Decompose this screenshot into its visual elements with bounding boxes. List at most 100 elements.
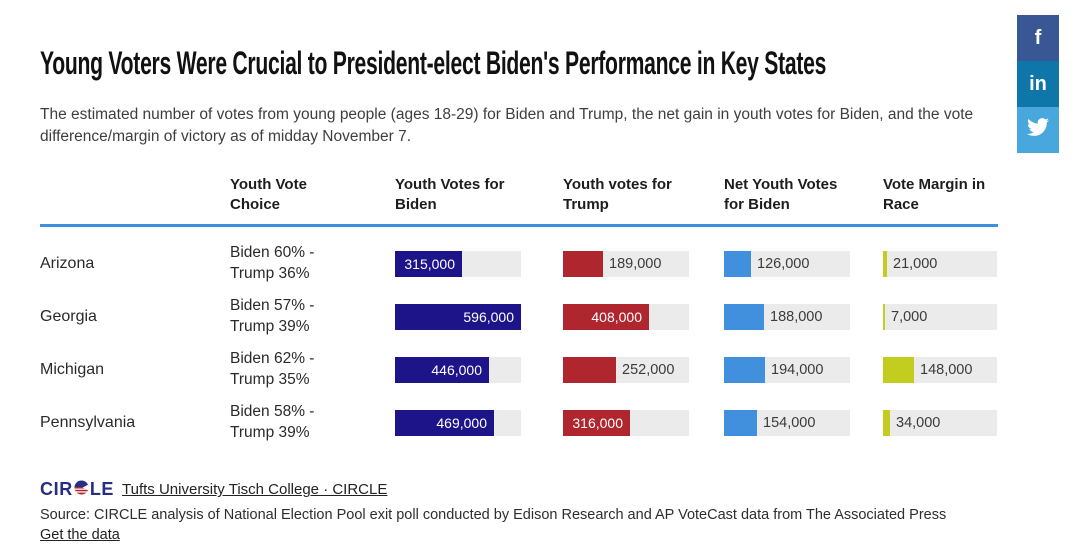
facebook-icon: f	[1034, 26, 1042, 49]
column-header-2: Youth Votes for Biden	[395, 175, 505, 213]
biden-bar	[395, 409, 494, 436]
table-header-row: Youth Vote Choice Youth Votes for Biden Yo…	[40, 175, 998, 228]
trump-value-label: 316,000	[572, 414, 623, 431]
net-value-label: 126,000	[757, 255, 810, 272]
facebook-share-button[interactable]: f	[1017, 15, 1059, 61]
net-bar	[724, 250, 751, 277]
margin-value-label: 148,000	[920, 361, 973, 378]
margin-bar	[883, 356, 914, 383]
margin-value-label: 21,000	[893, 255, 938, 272]
biden-bar-cell: 469,000	[395, 409, 563, 436]
net-bar-cell: 188,000	[724, 303, 883, 330]
linkedin-share-button[interactable]: in	[1017, 61, 1059, 107]
table-row: Michigan Biden 62% - Trump 35% 446,000 252,…	[40, 343, 998, 396]
state-label: Georgia	[40, 307, 97, 325]
biden-value-label: 469,000	[436, 414, 487, 431]
margin-bar-track: 7,000	[883, 303, 997, 330]
trump-bar-cell: 408,000	[563, 303, 724, 330]
table-row: Georgia Biden 57% - Trump 39% 596,000 408,0…	[40, 290, 998, 343]
column-header-3: Youth votes for Trump	[563, 175, 672, 213]
circle-logo: CIR LE	[40, 479, 114, 500]
trump-bar-cell: 189,000	[563, 250, 724, 277]
net-bar-track: 126,000	[724, 250, 850, 277]
biden-bar	[395, 250, 462, 277]
trump-bar-track: 316,000	[563, 409, 689, 436]
margin-bar-track: 148,000	[883, 356, 997, 383]
table-row: Arizona Biden 60% - Trump 36% 315,000 189,0…	[40, 237, 998, 290]
net-bar	[724, 303, 764, 330]
biden-value-label: 315,000	[404, 255, 455, 272]
column-header-1: Youth Vote Choice	[230, 175, 307, 213]
margin-value-label: 34,000	[896, 414, 941, 431]
source-text: Source: CIRCLE analysis of National Elec…	[40, 507, 947, 524]
twitter-share-button[interactable]	[1017, 107, 1059, 153]
vote-choice-text: Biden 60% - Trump 36%	[230, 243, 315, 282]
table-body: Arizona Biden 60% - Trump 36% 315,000 189,0…	[40, 227, 998, 449]
margin-bar-track: 34,000	[883, 409, 997, 436]
trump-bar-cell: 252,000	[563, 356, 724, 383]
circle-logo-text-left: CIR	[40, 479, 73, 500]
biden-bar-track: 596,000	[395, 303, 521, 330]
biden-bar-track: 446,000	[395, 356, 521, 383]
trump-bar	[563, 409, 630, 436]
net-bar-track: 188,000	[724, 303, 850, 330]
column-header-4: Net Youth Votes for Biden	[724, 175, 838, 213]
net-bar-track: 154,000	[724, 409, 850, 436]
margin-value-label: 7,000	[891, 308, 928, 325]
get-data-link[interactable]: Get the data	[40, 527, 120, 544]
trump-bar-track: 189,000	[563, 250, 689, 277]
margin-bar	[883, 250, 887, 277]
trump-bar	[563, 250, 603, 277]
trump-bar	[563, 303, 649, 330]
attribution-link[interactable]: Tufts University Tisch College · CIRCLE	[122, 481, 388, 499]
biden-bar-cell: 446,000	[395, 356, 563, 383]
trump-value-label: 252,000	[622, 361, 675, 378]
biden-bar-cell: 315,000	[395, 250, 563, 277]
net-bar-cell: 194,000	[724, 356, 883, 383]
page-subtitle: The estimated number of votes from young…	[40, 105, 974, 146]
trump-value-label: 189,000	[609, 255, 662, 272]
margin-bar-track: 21,000	[883, 250, 997, 277]
trump-bar	[563, 356, 616, 383]
twitter-bird-icon	[1027, 116, 1049, 144]
net-bar-cell: 126,000	[724, 250, 883, 277]
linkedin-icon: in	[1029, 72, 1047, 95]
circle-logo-globe-icon	[73, 479, 90, 500]
youth-vote-table: Youth Vote Choice Youth Votes for Biden Yo…	[40, 175, 998, 450]
vote-choice-text: Biden 58% - Trump 39%	[230, 402, 315, 441]
biden-bar	[395, 356, 489, 383]
net-bar	[724, 409, 757, 436]
brand-row: CIR LE Tufts University Tisch	[40, 479, 1080, 500]
vote-choice-text: Biden 57% - Trump 39%	[230, 296, 315, 335]
table-row: Pennsylvania Biden 58% - Trump 39% 469,000…	[40, 396, 998, 449]
trump-value-label: 408,000	[591, 308, 642, 325]
margin-bar-cell: 7,000	[883, 303, 998, 330]
margin-bar-cell: 21,000	[883, 250, 998, 277]
state-label: Arizona	[40, 254, 95, 272]
trump-bar-track: 408,000	[563, 303, 689, 330]
net-bar	[724, 356, 765, 383]
biden-bar-cell: 596,000	[395, 303, 563, 330]
trump-bar-cell: 316,000	[563, 409, 724, 436]
net-bar-cell: 154,000	[724, 409, 883, 436]
biden-value-label: 596,000	[463, 308, 514, 325]
state-label: Michigan	[40, 360, 105, 378]
biden-bar-track: 315,000	[395, 250, 521, 277]
trump-bar-track: 252,000	[563, 356, 689, 383]
biden-bar	[395, 303, 521, 330]
margin-bar-cell: 34,000	[883, 409, 998, 436]
vote-choice-text: Biden 62% - Trump 35%	[230, 349, 315, 388]
social-share-bar: f in	[1017, 15, 1059, 153]
margin-bar	[883, 303, 885, 330]
net-value-label: 194,000	[771, 361, 824, 378]
column-header-5: Vote Margin in Race	[883, 175, 986, 213]
page-title: Young Voters Were Crucial to President-e…	[40, 45, 827, 82]
net-value-label: 154,000	[763, 414, 816, 431]
circle-logo-text-right: LE	[89, 479, 115, 500]
margin-bar	[883, 409, 890, 436]
biden-bar-track: 469,000	[395, 409, 521, 436]
margin-bar-cell: 148,000	[883, 356, 998, 383]
table-header-blank-cell	[40, 175, 230, 215]
state-label: Pennsylvania	[40, 413, 136, 431]
net-value-label: 188,000	[770, 308, 823, 325]
